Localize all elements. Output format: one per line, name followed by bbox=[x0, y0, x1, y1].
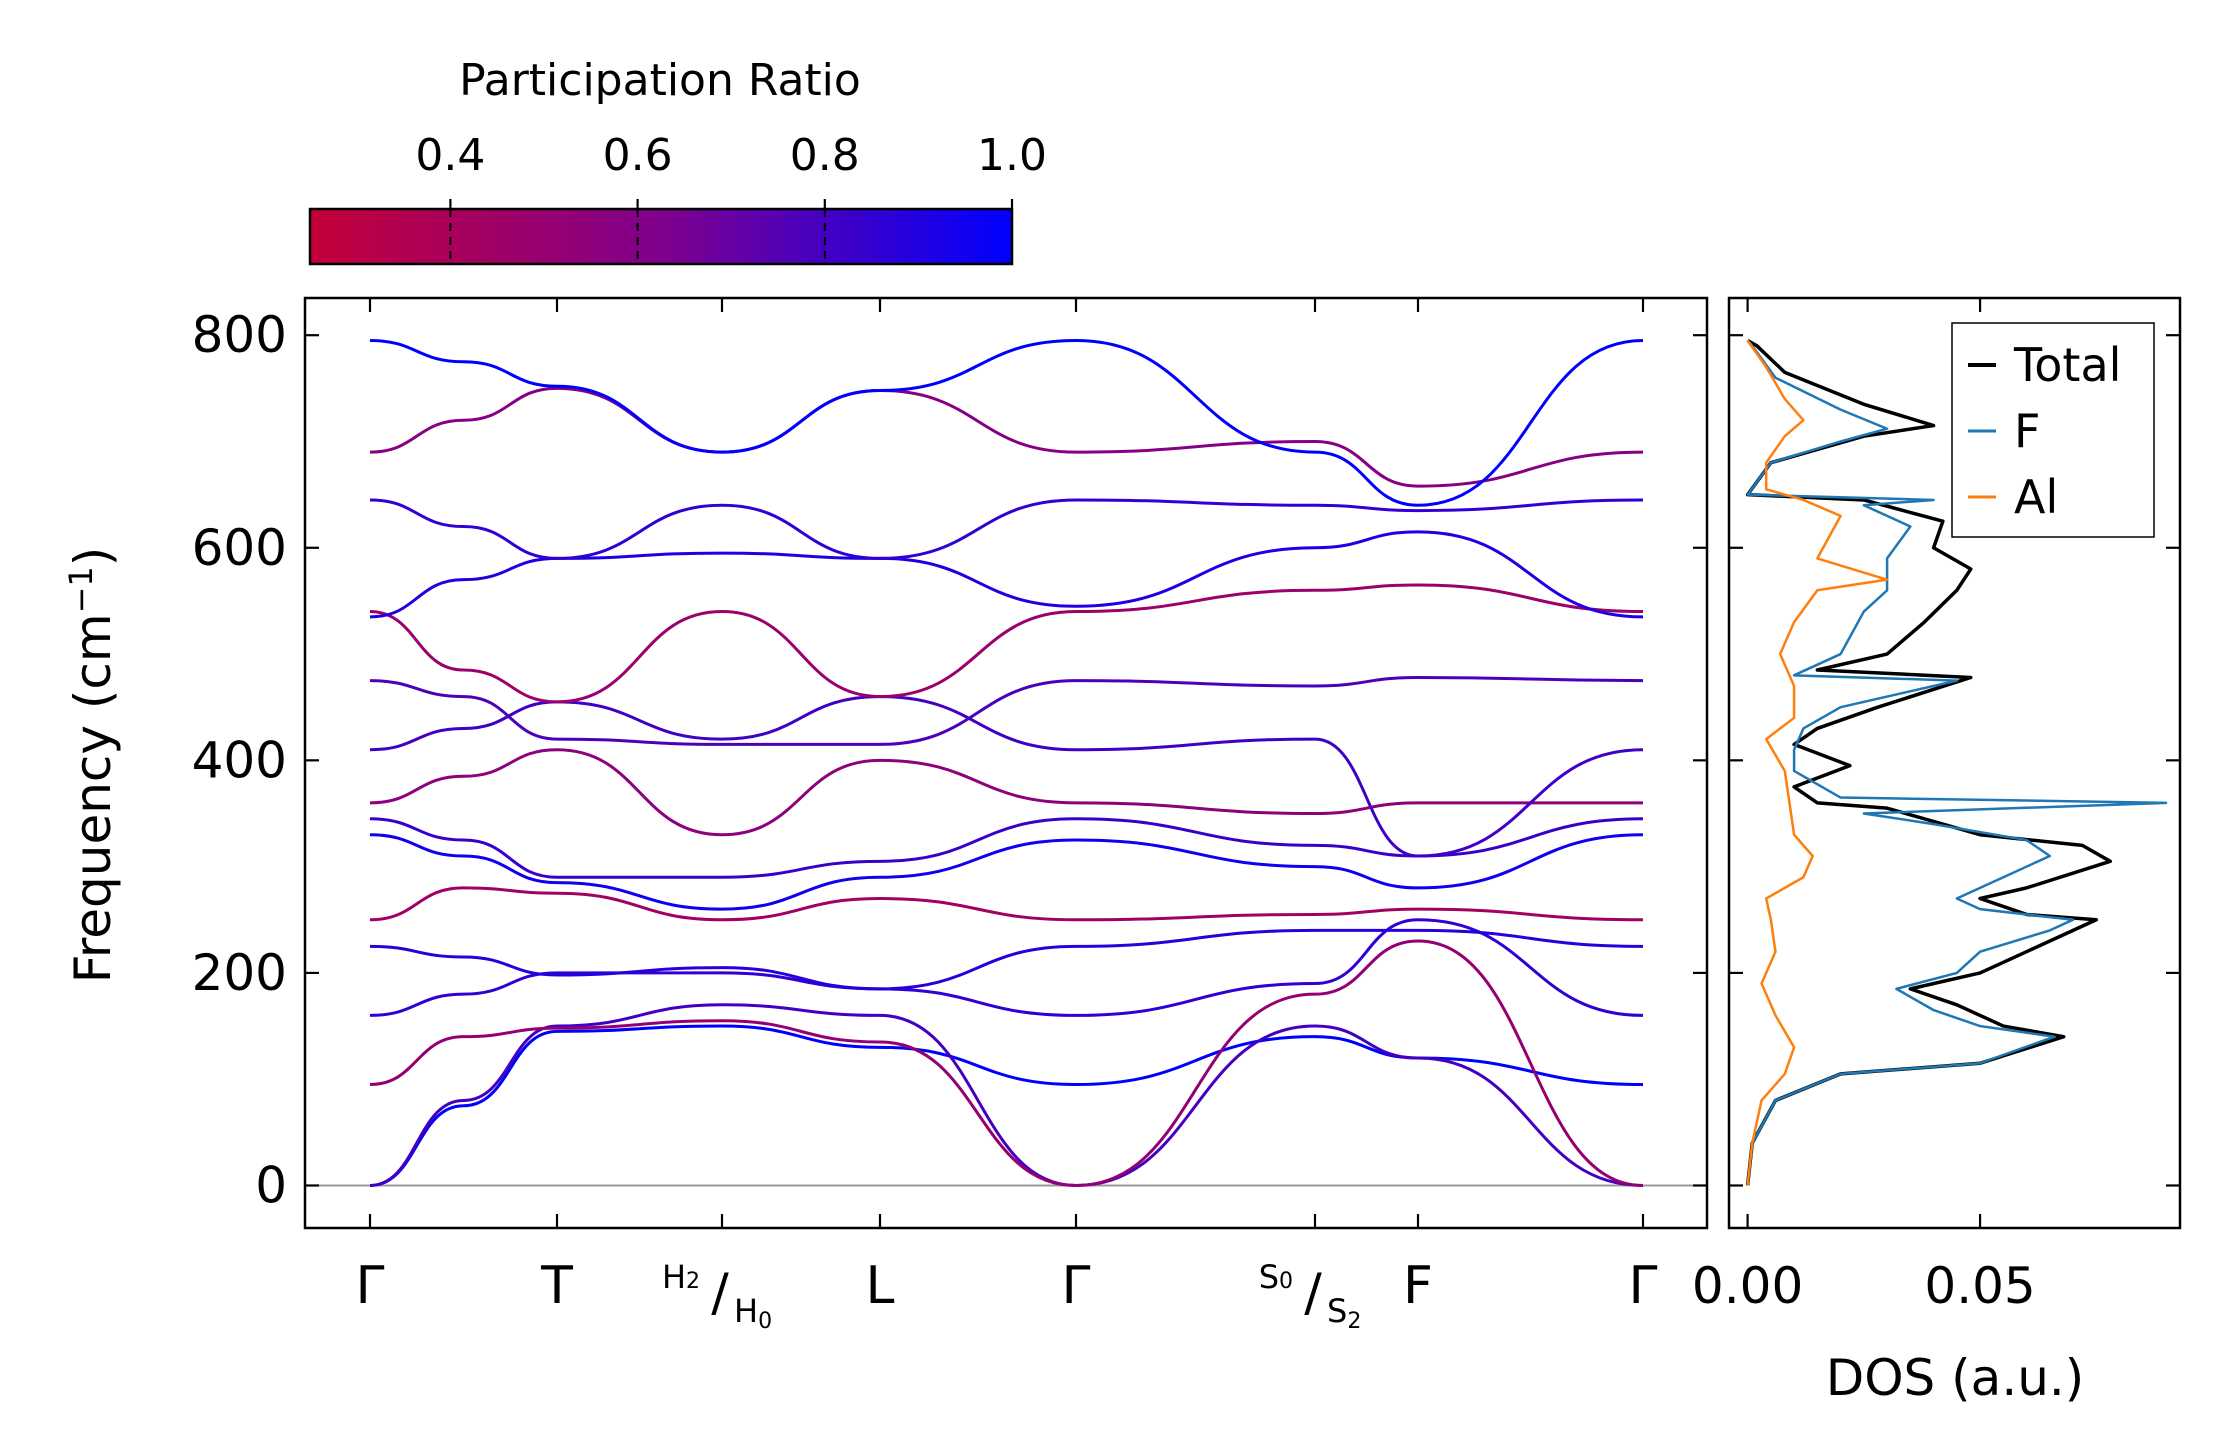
kpoint-label-pre: H2 bbox=[662, 1258, 700, 1296]
band-ytick-label: 800 bbox=[192, 306, 287, 364]
band-plot-area bbox=[305, 298, 1707, 1228]
kpoint-label: T bbox=[540, 1256, 573, 1316]
legend-label: Total bbox=[2013, 338, 2121, 392]
dos-legend: Total F Al bbox=[1951, 322, 2155, 538]
kpoint-label-compound: S0 /S2 bbox=[1259, 1258, 1362, 1334]
band-ytick-label: 200 bbox=[192, 944, 287, 1002]
band-line bbox=[369, 498, 1644, 560]
colorbar-tick-label: 0.8 bbox=[790, 130, 860, 181]
band-lines bbox=[305, 339, 1707, 1187]
dos-lines bbox=[1745, 338, 2168, 1186]
dos-series-f bbox=[1746, 339, 2168, 1186]
band-line bbox=[369, 928, 1644, 991]
dos-xtick-label: 0.00 bbox=[1692, 1257, 1803, 1315]
colorbar-gradient bbox=[308, 207, 1014, 266]
kpoint-label: Γ bbox=[356, 1256, 385, 1316]
band-frame bbox=[303, 296, 1709, 1230]
kpoint-label: F bbox=[1403, 1256, 1433, 1316]
band-line bbox=[369, 748, 1643, 837]
band-line bbox=[369, 817, 1644, 879]
band-line bbox=[369, 939, 1644, 1187]
band-line bbox=[369, 918, 1644, 1017]
colorbar-tick-label: 1.0 bbox=[977, 130, 1047, 181]
kpoint-labels: Γ T H2/H0L Γ S0/S2F Γ bbox=[356, 1256, 1658, 1334]
kpoint-label-post: S2 bbox=[1327, 1292, 1361, 1334]
dos-axes: 0.00 0.05 bbox=[1692, 298, 2180, 1315]
dos-series-al bbox=[1746, 339, 1889, 1186]
band-line bbox=[369, 833, 1644, 911]
dos-panel: 0.00 0.05 DOS (a.u.) Total F Al bbox=[1692, 296, 2182, 1407]
kpoint-label-compound: H2 /H0 bbox=[662, 1258, 772, 1334]
band-ytick-label: 600 bbox=[192, 519, 287, 577]
legend-label: F bbox=[2014, 404, 2040, 458]
band-line bbox=[369, 1003, 1644, 1187]
band-line bbox=[369, 339, 1644, 507]
band-line bbox=[369, 530, 1644, 619]
band-line bbox=[369, 675, 1644, 746]
band-line bbox=[369, 583, 1644, 704]
colorbar-title: Participation Ratio bbox=[459, 55, 861, 106]
kpoint-label: L bbox=[866, 1256, 895, 1316]
band-ytick-label: 400 bbox=[192, 731, 287, 789]
kpoint-label-post: H0 bbox=[734, 1292, 772, 1334]
dos-xlabel: DOS (a.u.) bbox=[1826, 1349, 2085, 1407]
legend-entries: Total F Al bbox=[1968, 338, 2121, 524]
kpoint-label: Γ bbox=[1062, 1256, 1091, 1316]
kpoint-label: Γ bbox=[1629, 1256, 1658, 1316]
band-ytick-label: 0 bbox=[255, 1156, 287, 1214]
kpoint-label-slash: / bbox=[1304, 1263, 1322, 1323]
legend-label: Al bbox=[2014, 470, 2058, 524]
dos-frame bbox=[1727, 296, 2182, 1230]
band-line bbox=[369, 886, 1644, 922]
band-line bbox=[369, 386, 1644, 488]
kpoint-label-pre: S0 bbox=[1259, 1258, 1293, 1296]
colorbar-tick-label: 0.6 bbox=[603, 130, 673, 181]
colorbar: Participation Ratio 0.4 0.6 0.8 1.0 bbox=[308, 55, 1047, 266]
dos-xtick-label: 0.05 bbox=[1924, 1257, 2035, 1315]
band-line bbox=[369, 695, 1644, 858]
band-ylabel: Frequency (cm−1) bbox=[62, 547, 122, 984]
colorbar-ticks: 0.4 0.6 0.8 1.0 bbox=[415, 130, 1047, 264]
colorbar-tick-label: 0.4 bbox=[415, 130, 485, 181]
band-axes: 0 200 400 600 800 bbox=[192, 298, 1707, 1228]
kpoint-label-slash: / bbox=[711, 1263, 729, 1323]
